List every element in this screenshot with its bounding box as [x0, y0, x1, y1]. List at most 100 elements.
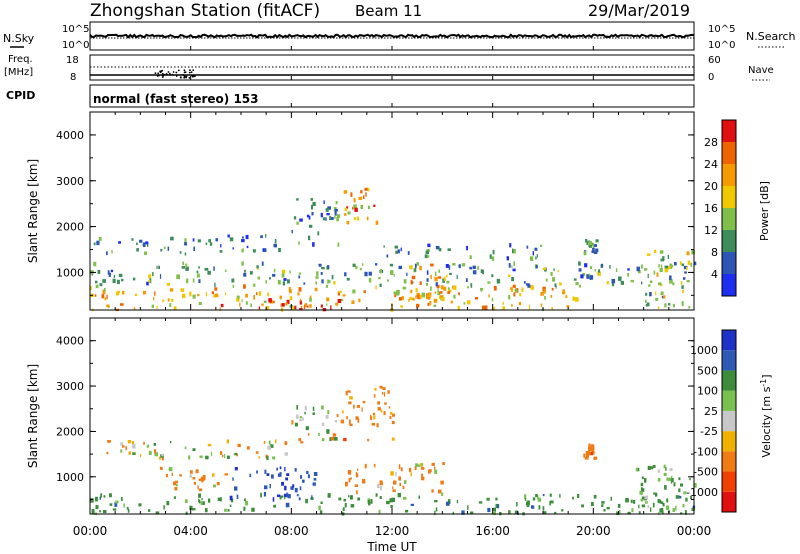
- heatmap-cell: [383, 245, 385, 248]
- heatmap-cell: [588, 447, 590, 452]
- heatmap-cell: [379, 496, 382, 499]
- heatmap-cell: [224, 473, 228, 476]
- heatmap-cell: [272, 273, 276, 277]
- heatmap-cell: [103, 510, 107, 514]
- heatmap-cell: [434, 291, 437, 294]
- heatmap-cell: [510, 287, 513, 290]
- heatmap-cell: [584, 263, 588, 268]
- heatmap-cell: [231, 278, 235, 283]
- heatmap-cell: [244, 269, 246, 273]
- heatmap-cell: [679, 261, 682, 265]
- heatmap-cell: [339, 298, 344, 302]
- heatmap-cell: [540, 244, 543, 247]
- heatmap-cell: [236, 295, 240, 299]
- heatmap-cell: [668, 303, 671, 306]
- heatmap-cell: [650, 466, 654, 470]
- heatmap-cell: [550, 500, 554, 504]
- heatmap-cell: [298, 272, 302, 275]
- heatmap-cell: [220, 303, 224, 308]
- heatmap-cell: [575, 297, 579, 302]
- heatmap-cell: [125, 446, 127, 451]
- heatmap-cell: [325, 217, 327, 221]
- heatmap-cell: [345, 391, 348, 396]
- heatmap-cell: [217, 497, 221, 501]
- heatmap-cell: [441, 297, 445, 302]
- heatmap-cell: [325, 284, 329, 288]
- heatmap-cell: [279, 295, 282, 299]
- heatmap-cell: [659, 268, 663, 272]
- nave-dropout-point: [158, 74, 161, 77]
- heatmap-cell: [189, 474, 193, 478]
- heatmap-cell: [146, 281, 149, 286]
- heatmap-cell: [283, 278, 287, 281]
- heatmap-cell: [219, 307, 221, 311]
- heatmap-cell: [667, 266, 671, 270]
- heatmap-cell: [146, 445, 149, 448]
- heatmap-cell: [690, 495, 692, 500]
- heatmap-cell: [419, 281, 422, 285]
- heatmap-cell: [250, 303, 252, 307]
- heatmap-cell: [335, 302, 339, 306]
- heatmap-cell: [192, 294, 196, 299]
- heatmap-cell: [289, 270, 291, 274]
- heatmap-cell: [326, 429, 330, 434]
- heatmap-cell: [640, 264, 643, 269]
- heatmap-cell: [687, 260, 691, 265]
- heatmap-cell: [415, 463, 419, 467]
- heatmap-cell: [659, 508, 662, 513]
- heatmap-cell: [107, 440, 111, 443]
- heatmap-cell: [434, 500, 438, 503]
- heatmap-cell: [175, 480, 178, 484]
- heatmap-cell: [663, 295, 666, 299]
- heatmap-cell: [326, 303, 328, 306]
- y-tick-label: 1000: [56, 266, 84, 279]
- heatmap-cell: [680, 512, 683, 515]
- heatmap-cell: [93, 261, 97, 267]
- heatmap-cell: [103, 288, 106, 292]
- heatmap-cell: [397, 492, 401, 498]
- heatmap-cell: [661, 264, 663, 269]
- heatmap-cell: [326, 297, 330, 302]
- heatmap-cell: [693, 483, 697, 488]
- heatmap-cell: [653, 270, 656, 275]
- heatmap-cell: [114, 502, 118, 507]
- heatmap-cell: [334, 420, 338, 423]
- heatmap-cell: [241, 299, 243, 302]
- heatmap-cell: [191, 508, 196, 511]
- heatmap-cell: [360, 190, 363, 194]
- heatmap-cell: [342, 294, 346, 297]
- heatmap-cell: [301, 417, 304, 421]
- heatmap-cell: [189, 470, 193, 474]
- heatmap-cell: [306, 470, 309, 474]
- heatmap-cell: [356, 490, 358, 495]
- heatmap-cell: [357, 216, 359, 221]
- heatmap-cell: [686, 251, 690, 256]
- heatmap-cell: [318, 505, 321, 511]
- heatmap-cell: [347, 211, 351, 215]
- heatmap-cell: [348, 401, 352, 405]
- heatmap-cell: [201, 501, 205, 505]
- heatmap-cell: [205, 242, 208, 245]
- nave-label: Nave: [748, 65, 774, 76]
- heatmap-cell: [169, 303, 172, 307]
- heatmap-cell: [161, 453, 164, 457]
- heatmap-cell: [312, 202, 316, 206]
- heatmap-cell: [636, 467, 640, 472]
- nave-dropout-point: [165, 73, 168, 75]
- heatmap-cell: [660, 291, 664, 296]
- heatmap-cell: [353, 217, 357, 221]
- nave-dropout-point: [163, 73, 166, 76]
- nave-dropout-point: [182, 73, 185, 76]
- heatmap-cell: [133, 307, 136, 310]
- heatmap-cell: [526, 283, 530, 286]
- heatmap-cell: [663, 472, 667, 476]
- heatmap-cell: [376, 423, 379, 428]
- heatmap-cell: [644, 501, 648, 504]
- freq-trace: [90, 66, 694, 79]
- heatmap-cell: [431, 462, 435, 466]
- heatmap-cell: [313, 472, 318, 476]
- heatmap-cell: [597, 271, 601, 276]
- heatmap-cell: [264, 469, 267, 474]
- heatmap-cell: [132, 277, 136, 281]
